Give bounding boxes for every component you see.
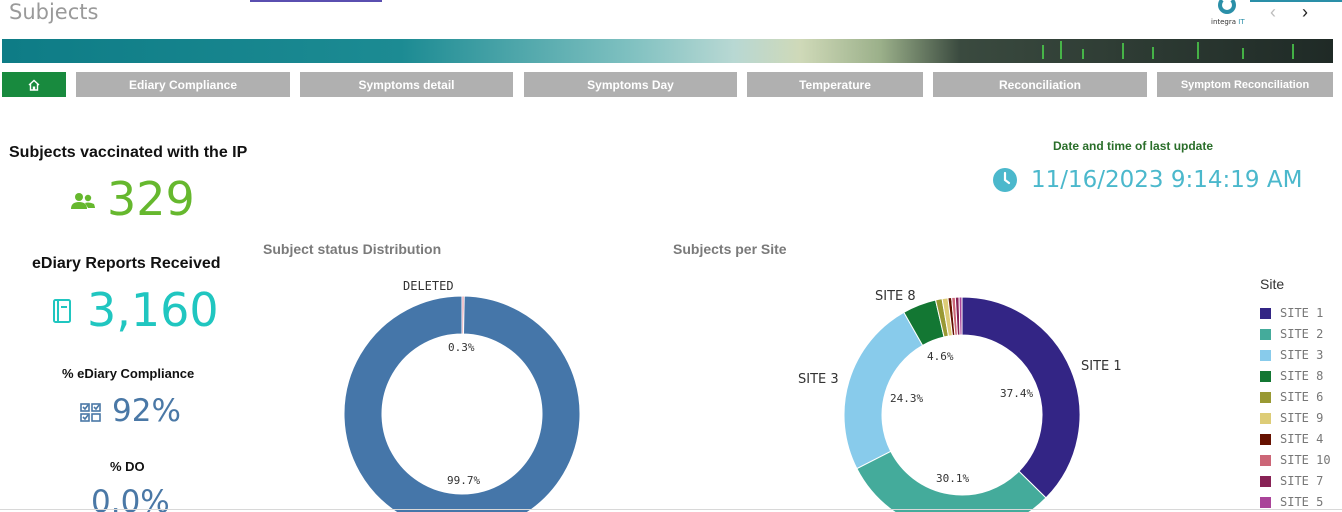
tab-ediary-compliance[interactable]: Ediary Compliance (76, 72, 290, 97)
compliance-kpi-value: 92% (112, 393, 181, 429)
legend-label: SITE 7 (1280, 474, 1324, 488)
next-sheet-chevron-icon[interactable]: › (1302, 2, 1308, 22)
legend-swatch (1260, 433, 1271, 445)
clock-icon (993, 168, 1017, 192)
legend-swatch (1260, 454, 1271, 466)
site3-pct-label: 24.3% (890, 392, 923, 405)
compliance-kpi-title: % eDiary Compliance (62, 366, 195, 381)
legend-swatch (1260, 475, 1271, 487)
reports-kpi-title: eDiary Reports Received (32, 255, 221, 272)
site-slice-site-5[interactable] (958, 296, 963, 336)
legend-item-site-2[interactable]: SITE 2 (1260, 327, 1323, 341)
previous-sheet-chevron-icon[interactable]: ‹ (1270, 2, 1276, 22)
legend-item-site-6[interactable]: SITE 6 (1260, 390, 1323, 404)
site2-pct-label: 30.1% (936, 472, 969, 485)
diary-book-icon (53, 299, 71, 323)
deleted-outer-label: DELETED (403, 279, 454, 293)
logo-suffix: IT (1238, 18, 1245, 26)
legend-swatch (1260, 349, 1271, 361)
legend-item-site-1[interactable]: SITE 1 (1260, 306, 1323, 320)
legend-item-site-7[interactable]: SITE 7 (1260, 474, 1323, 488)
tab-symptoms-detail[interactable]: Symptoms detail (300, 72, 513, 97)
legend-label: SITE 6 (1280, 390, 1324, 404)
last-update-value: 11/16/2023 9:14:19 AM (1031, 167, 1303, 193)
legend-label: SITE 10 (1280, 453, 1331, 467)
tab-symptoms-day[interactable]: Symptoms Day (524, 72, 737, 97)
legend-item-site-8[interactable]: SITE 8 (1260, 369, 1323, 383)
site-chart-title: Subjects per Site (673, 241, 787, 257)
site1-outer-label: SITE 1 (1081, 359, 1122, 374)
legend-item-site-5[interactable]: SITE 5 (1260, 495, 1323, 509)
legend-swatch (1260, 496, 1271, 508)
legend-swatch (1260, 391, 1271, 403)
legend-label: SITE 1 (1280, 306, 1324, 320)
tab-temperature[interactable]: Temperature (747, 72, 923, 97)
site-slice-site-1[interactable] (961, 296, 1081, 499)
legend-swatch (1260, 370, 1271, 382)
legend-label: SITE 3 (1280, 348, 1324, 362)
legend-item-site-9[interactable]: SITE 9 (1260, 411, 1323, 425)
logo-text: integra (1211, 18, 1237, 26)
legend-label: SITE 9 (1280, 411, 1324, 425)
site-slice-site-3[interactable] (843, 311, 924, 470)
legend-swatch (1260, 328, 1271, 340)
tab-reconciliation[interactable]: Reconciliation (933, 72, 1147, 97)
status-chart-title: Subject status Distribution (263, 241, 442, 257)
deleted-pct-label: 0.3% (448, 341, 475, 354)
site8-outer-label: SITE 8 (875, 289, 916, 304)
do-kpi-value: 0.0% (91, 484, 170, 512)
checklist-icon (80, 403, 101, 422)
status-slice-other[interactable] (343, 295, 581, 512)
legend-item-site-4[interactable]: SITE 4 (1260, 432, 1323, 446)
tab-symptom-reconciliation[interactable]: Symptom Reconciliation (1157, 72, 1333, 97)
users-icon (71, 193, 95, 209)
top-accent-line (250, 0, 382, 2)
legend-item-site-3[interactable]: SITE 3 (1260, 348, 1323, 362)
tab-home[interactable] (2, 72, 66, 97)
page-title: Subjects (9, 0, 99, 24)
last-update-label: Date and time of last update (1053, 139, 1214, 153)
vaccinated-kpi-value: 329 (107, 172, 195, 226)
header-banner-image (2, 39, 1333, 63)
vaccinated-kpi-title: Subjects vaccinated with the IP (9, 144, 248, 161)
status-donut-chart: DELETED 0.3% 99.7% (343, 279, 581, 512)
do-kpi-title: % DO (110, 459, 145, 474)
legend-label: SITE 4 (1280, 432, 1324, 446)
active-pct-label: 99.7% (447, 474, 480, 487)
legend-label: SITE 5 (1280, 495, 1324, 509)
reports-kpi-value: 3,160 (87, 283, 219, 337)
legend-item-site-10[interactable]: SITE 10 (1260, 453, 1331, 467)
header-rule (1250, 0, 1342, 2)
logo-ring-icon (1218, 0, 1236, 14)
site1-pct-label: 37.4% (1000, 387, 1033, 400)
bottom-rule (0, 509, 1342, 510)
site3-outer-label: SITE 3 (798, 372, 839, 387)
legend-swatch (1260, 412, 1271, 424)
home-icon (28, 79, 40, 91)
legend-label: SITE 8 (1280, 369, 1324, 383)
legend-swatch (1260, 307, 1271, 319)
integra-it-logo: integra IT (1208, 0, 1248, 30)
site-legend-title: Site (1260, 276, 1285, 292)
site-donut-chart: SITE 1 SITE 3 SITE 8 37.4% 30.1% 24.3% 4… (798, 289, 1122, 512)
site8-pct-label: 4.6% (927, 350, 954, 363)
legend-label: SITE 2 (1280, 327, 1324, 341)
